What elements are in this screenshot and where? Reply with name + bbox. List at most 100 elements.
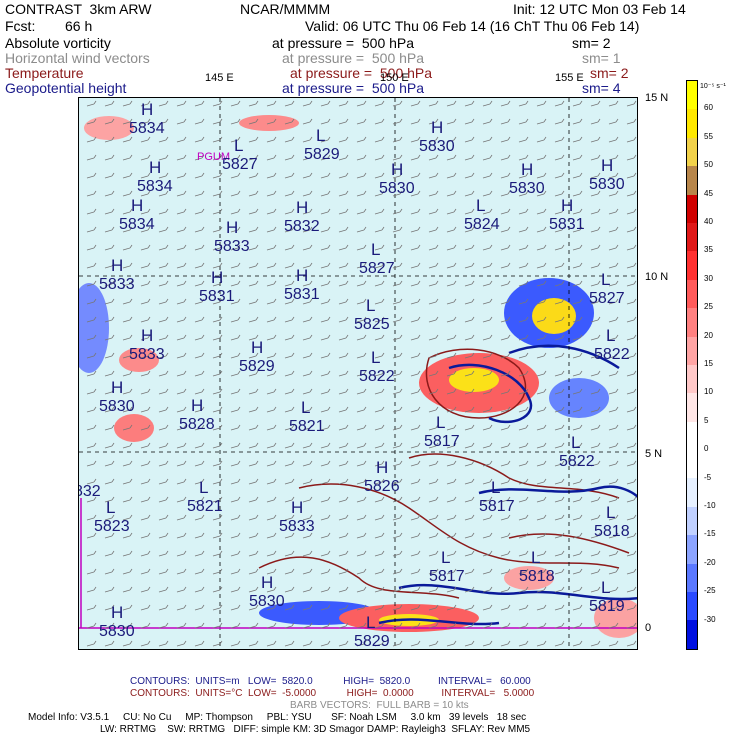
wind-barb-tick <box>399 388 403 393</box>
wind-barb-tick <box>489 208 493 213</box>
wind-barb <box>176 427 185 431</box>
wind-barb <box>554 427 563 431</box>
wind-barb-tick <box>579 208 583 213</box>
wind-barb <box>446 445 455 449</box>
wind-barb <box>608 553 617 557</box>
wind-barb-tick <box>111 280 115 285</box>
wind-barb-tick <box>273 442 277 447</box>
wind-barb-tick <box>579 370 583 375</box>
wind-barb-tick <box>345 478 349 483</box>
wind-barb <box>482 211 491 215</box>
wind-barb-tick <box>597 334 601 339</box>
wind-barb <box>104 211 113 215</box>
wind-barb-tick <box>471 244 475 249</box>
height-value-label: 5827 <box>589 290 625 307</box>
wind-barb <box>194 319 203 323</box>
wind-barb-tick <box>93 442 97 447</box>
wind-barb-tick <box>633 298 637 303</box>
wind-barb-tick <box>579 568 583 573</box>
wind-barb-tick <box>165 352 169 357</box>
wind-barb <box>374 517 383 521</box>
wind-barb <box>518 139 527 143</box>
wind-barb-tick <box>453 424 457 429</box>
wind-barb <box>464 427 473 431</box>
wind-barb <box>86 481 95 485</box>
wind-barb-tick <box>435 100 439 105</box>
wind-barb-tick <box>471 226 475 231</box>
wind-barb-tick <box>111 298 115 303</box>
wind-barb-tick <box>183 316 187 321</box>
wind-barb <box>500 193 509 197</box>
wind-barb-tick <box>219 640 223 645</box>
wind-barb-tick <box>291 352 295 357</box>
wind-barb <box>176 193 185 197</box>
wind-barb <box>212 139 221 143</box>
wind-barb-tick <box>183 190 187 195</box>
wind-barb <box>122 625 131 629</box>
wind-barb-tick <box>525 118 529 123</box>
wind-barb <box>176 337 185 341</box>
wind-barb-tick <box>561 136 565 141</box>
wind-barb <box>194 517 203 521</box>
colorbar-segment <box>687 393 697 422</box>
wind-barb <box>446 517 455 521</box>
wind-barb <box>446 571 455 575</box>
wind-barb <box>590 121 599 125</box>
wind-barb-tick <box>327 100 331 105</box>
wind-barb <box>158 589 167 593</box>
wind-barb-tick <box>363 532 367 537</box>
wind-barb <box>482 301 491 305</box>
wind-barb <box>608 355 617 359</box>
wind-barb-tick <box>327 568 331 573</box>
wind-barb-tick <box>309 154 313 159</box>
wind-barb <box>356 517 365 521</box>
wind-barb-tick <box>345 280 349 285</box>
height-value-label: 5833 <box>214 238 250 255</box>
height-value-label: 5834 <box>137 178 173 195</box>
wind-barb <box>554 571 563 575</box>
wind-barb <box>500 301 509 305</box>
wind-barb <box>122 607 131 611</box>
wind-barb <box>302 553 311 557</box>
wind-barb <box>428 337 437 341</box>
wind-barb-tick <box>453 640 457 645</box>
wind-barb <box>464 301 473 305</box>
wind-barb-tick <box>417 352 421 357</box>
wind-barb-tick <box>615 172 619 177</box>
wind-barb <box>302 517 311 521</box>
wind-barb-tick <box>129 586 133 591</box>
wind-barb-tick <box>327 334 331 339</box>
wind-barb <box>140 589 149 593</box>
wind-barb-tick <box>489 280 493 285</box>
wind-barb <box>608 319 617 323</box>
wind-barb-tick <box>273 622 277 627</box>
wind-barb <box>572 391 581 395</box>
wind-barb <box>572 355 581 359</box>
field-name: Horizontal wind vectors <box>5 50 150 66</box>
wind-barb <box>554 445 563 449</box>
wind-barb-tick <box>147 280 151 285</box>
wind-barb <box>194 643 203 647</box>
wind-barb <box>464 211 473 215</box>
wind-barb <box>248 157 257 161</box>
wind-barb <box>176 535 185 539</box>
wind-barb-tick <box>579 496 583 501</box>
wind-barb <box>482 391 491 395</box>
wind-barb <box>212 355 221 359</box>
wind-barb-tick <box>237 568 241 573</box>
wind-barb-tick <box>327 514 331 519</box>
wind-barb-tick <box>255 442 259 447</box>
wind-barb <box>122 229 131 233</box>
wind-barb-tick <box>327 352 331 357</box>
wind-barb <box>320 319 329 323</box>
wind-barb <box>482 643 491 647</box>
wind-barb-tick <box>399 370 403 375</box>
wind-barb-tick <box>327 424 331 429</box>
low-marker: L <box>441 548 451 567</box>
wind-barb-tick <box>417 262 421 267</box>
wind-barb-tick <box>219 172 223 177</box>
wind-barb <box>140 229 149 233</box>
wind-barb-tick <box>165 262 169 267</box>
wind-barb <box>176 589 185 593</box>
wind-barb-tick <box>525 100 529 105</box>
